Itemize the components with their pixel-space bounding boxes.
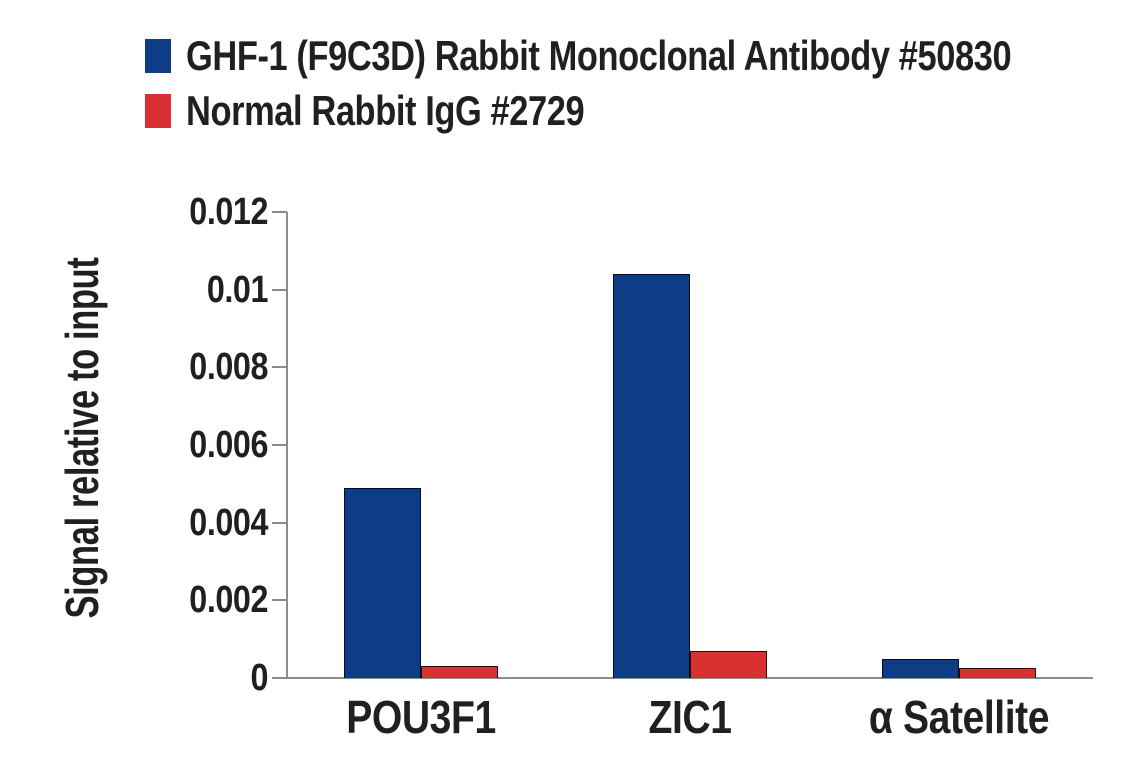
legend-swatch-igg-icon [145,94,171,128]
y-axis-title: Signal relative to input [56,257,108,619]
bar-series0-category2 [882,659,959,678]
x-category-label: α Satellite [868,691,1050,743]
y-tick-label: 0 [250,657,268,699]
y-tick-mark [272,521,287,524]
y-tick-mark [272,444,287,446]
y-tick-mark [272,366,287,369]
x-axis-line [272,677,1093,679]
x-category-label: POU3F1 [346,691,496,743]
y-tick-label: 0.006 [189,424,268,466]
x-category-label: ZIC1 [648,691,732,743]
bar-series0-category1 [613,274,690,678]
legend-swatch-antibody-icon [145,39,171,73]
bar-series0-category0 [344,488,421,678]
legend-item-antibody: GHF-1 (F9C3D) Rabbit Monoclonal Antibody… [145,32,1141,79]
y-tick-label: 0.002 [189,579,268,622]
legend-item-igg: Normal Rabbit IgG #2729 [145,87,672,134]
y-tick-label: 0.012 [189,191,268,233]
y-tick-mark [272,677,287,679]
legend-label-antibody: GHF-1 (F9C3D) Rabbit Monoclonal Antibody… [186,32,1012,79]
y-tick-mark [272,288,287,291]
y-tick-label: 0.008 [189,346,268,389]
bar-series1-category0 [421,666,498,678]
legend-label-igg: Normal Rabbit IgG #2729 [186,87,585,134]
plot-area [287,212,1093,678]
y-tick-mark [272,211,287,213]
bar-series1-category2 [959,668,1036,678]
y-tick-label: 0.01 [206,268,269,311]
y-tick-mark [272,599,287,602]
y-tick-label: 0.004 [189,501,268,544]
bar-series1-category1 [690,651,767,678]
y-axis-line [286,212,288,678]
